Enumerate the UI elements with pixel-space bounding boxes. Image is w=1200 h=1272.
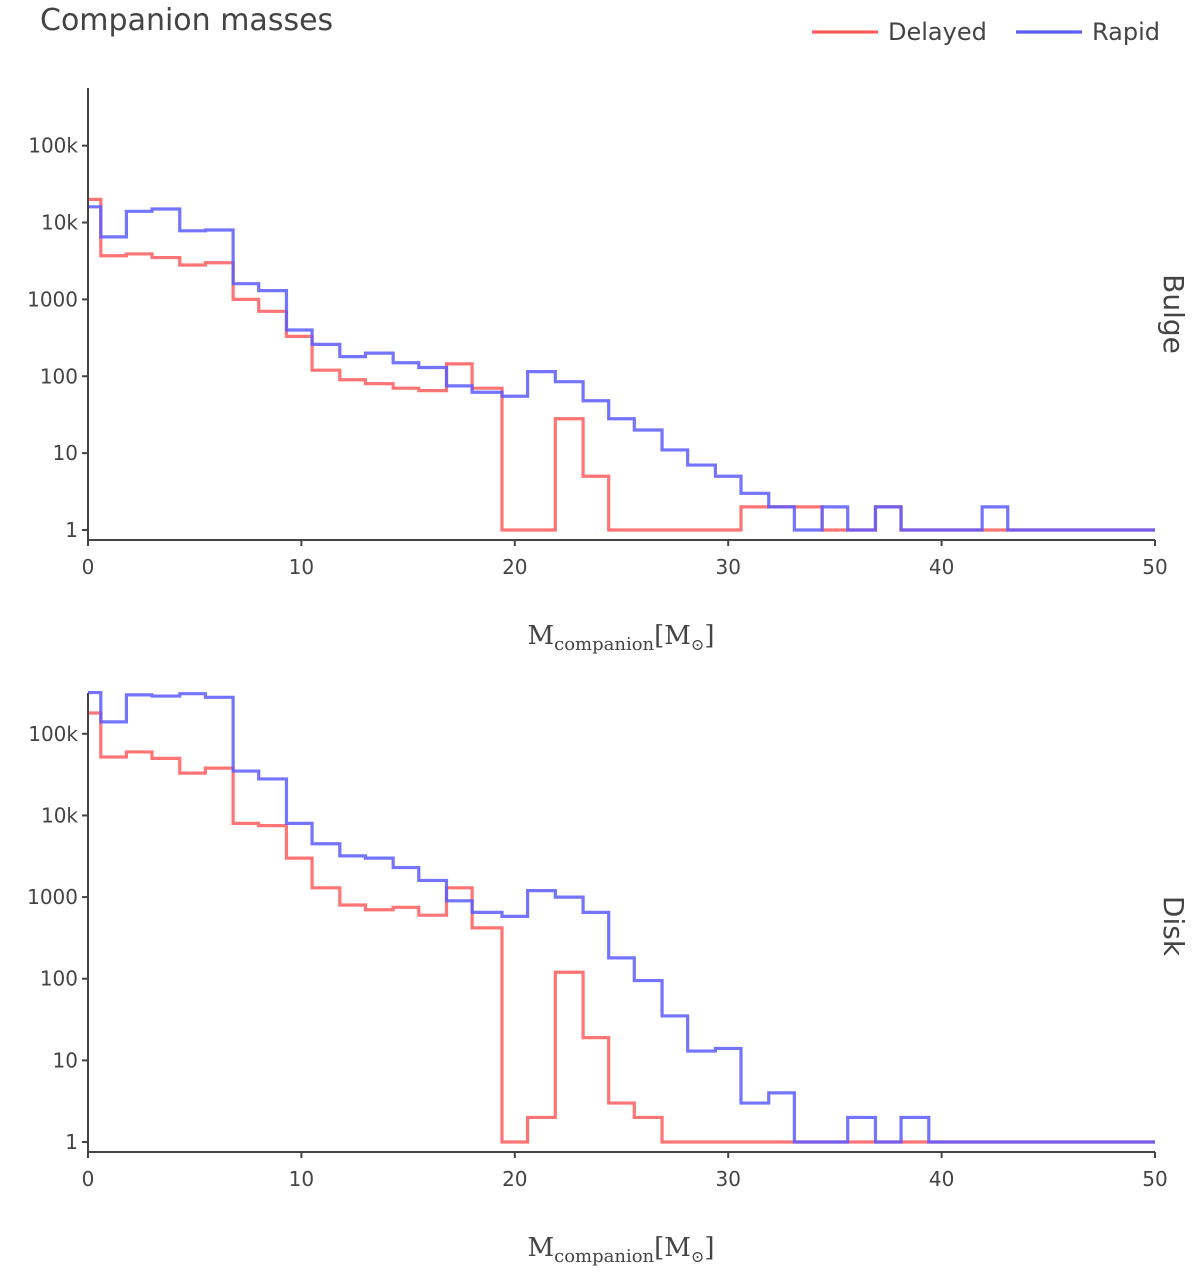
disk-series	[88, 690, 1155, 1144]
disk-series-rapid	[88, 690, 1155, 1144]
disk-panel: 1 10 100 1000 10k 100k 0 10 20 30 40 50 Disk Mcompa…	[27, 690, 1190, 1267]
bulge-panel: 1 10 100 1000 10k 100k 0 10 20 30 40 50 Bulge Mcomp…	[27, 88, 1190, 655]
bulge-x-tick-label-3: 30	[715, 555, 740, 579]
bulge-y-tick-label-3: 1000	[27, 287, 78, 311]
disk-y-tick-label-0: 1	[65, 1130, 78, 1154]
legend-label-delayed: Delayed	[888, 18, 987, 46]
bulge-x-tick-label-0: 0	[82, 555, 95, 579]
figure-title: Companion masses	[40, 3, 333, 38]
bulge-xlabel-unit-sub: ⊙	[691, 635, 704, 654]
bulge-xlabel-sub: companion	[554, 634, 654, 655]
disk-x-tick-label-2: 20	[502, 1167, 527, 1191]
bulge-x-tick-label-5: 50	[1142, 555, 1167, 579]
disk-y-tick-label-5: 100k	[28, 722, 78, 746]
disk-xlabel-main: M	[528, 1233, 555, 1263]
disk-x-tick-label-1: 10	[289, 1167, 314, 1191]
bulge-y-tick-label-5: 100k	[28, 134, 78, 158]
bulge-xlabel-main: M	[528, 621, 555, 651]
disk-x-axis-label: Mcompanion[M⊙]	[528, 1233, 715, 1267]
disk-xlabel-unit: [M	[654, 1233, 691, 1263]
bulge-xlabel-unit: [M	[654, 621, 691, 651]
disk-xlabel-unit-sub: ⊙	[691, 1247, 704, 1266]
bulge-series-delayed	[88, 197, 1155, 532]
bulge-xlabel-close: ]	[704, 621, 714, 651]
bulge-x-tick-label-4: 40	[929, 555, 954, 579]
disk-x-tick-label-4: 40	[929, 1167, 954, 1191]
legend-item-rapid[interactable]: Rapid	[1016, 18, 1160, 46]
disk-y-tick-label-1: 10	[53, 1048, 78, 1072]
bulge-y-tick-label-0: 1	[65, 518, 78, 542]
bulge-ticks: 1 10 100 1000 10k 100k 0 10 20 30 40 50	[27, 134, 1168, 579]
disk-ticks: 1 10 100 1000 10k 100k 0 10 20 30 40 50	[27, 722, 1168, 1191]
bulge-x-axis-label: Mcompanion[M⊙]	[528, 621, 715, 655]
disk-series-delayed	[88, 711, 1155, 1144]
bulge-y-tick-label-1: 10	[53, 441, 78, 465]
bulge-x-tick-label-1: 10	[289, 555, 314, 579]
legend-label-rapid: Rapid	[1092, 18, 1160, 46]
bulge-axes	[87, 88, 1155, 541]
disk-y-tick-label-2: 100	[40, 967, 78, 991]
disk-xlabel-sub: companion	[554, 1246, 654, 1267]
disk-x-tick-label-5: 50	[1142, 1167, 1167, 1191]
disk-axes	[87, 693, 1155, 1153]
disk-y-tick-label-4: 10k	[41, 803, 78, 827]
bulge-series	[88, 197, 1155, 532]
disk-x-tick-label-3: 30	[715, 1167, 740, 1191]
disk-xlabel-close: ]	[704, 1233, 714, 1263]
bulge-panel-label: Bulge	[1157, 274, 1190, 354]
legend[interactable]: Delayed Rapid	[812, 18, 1160, 46]
legend-item-delayed[interactable]: Delayed	[812, 18, 987, 46]
disk-x-tick-label-0: 0	[82, 1167, 95, 1191]
disk-y-tick-label-3: 1000	[27, 885, 78, 909]
disk-panel-label: Disk	[1157, 896, 1190, 957]
bulge-y-tick-label-4: 10k	[41, 211, 78, 235]
bulge-x-tick-label-2: 20	[502, 555, 527, 579]
bulge-y-tick-label-2: 100	[40, 364, 78, 388]
bulge-series-rapid	[88, 205, 1155, 532]
